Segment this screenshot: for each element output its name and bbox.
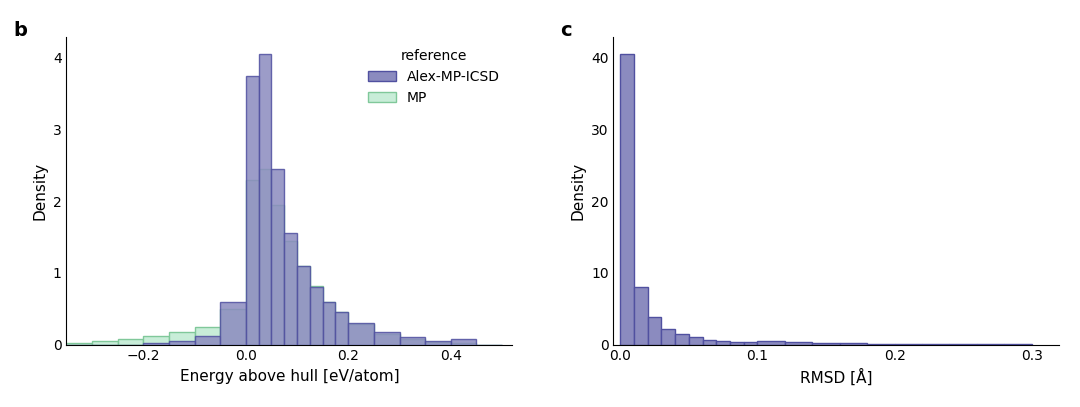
Bar <box>144 336 168 345</box>
Bar <box>246 180 258 345</box>
Bar <box>634 287 648 345</box>
Bar <box>310 286 323 345</box>
Bar <box>703 339 716 345</box>
Bar <box>450 343 476 345</box>
Bar <box>67 343 92 345</box>
Bar <box>867 344 894 345</box>
Bar <box>92 341 118 345</box>
Bar <box>336 312 348 345</box>
Bar <box>922 344 949 345</box>
Bar <box>194 336 220 345</box>
X-axis label: Energy above hull [eV/atom]: Energy above hull [eV/atom] <box>179 369 400 384</box>
Text: b: b <box>13 21 27 40</box>
Bar <box>284 241 297 345</box>
Bar <box>812 343 840 345</box>
Bar <box>336 312 348 345</box>
Bar <box>297 266 310 345</box>
Bar <box>400 337 426 345</box>
Bar <box>144 343 168 345</box>
Legend: Alex-MP-ICSD, MP: Alex-MP-ICSD, MP <box>362 44 505 110</box>
Bar <box>894 344 922 345</box>
Y-axis label: Density: Density <box>32 162 48 220</box>
Bar <box>675 334 689 345</box>
Y-axis label: Density: Density <box>570 162 585 220</box>
Bar <box>426 341 450 345</box>
Bar <box>297 266 310 345</box>
Bar <box>258 169 271 345</box>
Bar <box>744 342 757 345</box>
Bar <box>284 234 297 345</box>
Bar <box>323 302 336 345</box>
Bar <box>716 341 730 345</box>
Bar <box>220 302 246 345</box>
Bar <box>757 341 785 345</box>
Bar <box>194 327 220 345</box>
Bar <box>426 341 450 345</box>
Bar <box>258 55 271 345</box>
Bar <box>271 205 284 345</box>
Bar <box>374 332 400 345</box>
Text: c: c <box>559 21 571 40</box>
Bar <box>220 309 246 345</box>
Bar <box>323 302 336 345</box>
Bar <box>648 317 661 345</box>
Bar <box>400 339 426 345</box>
Bar <box>620 55 634 345</box>
Bar <box>661 329 675 345</box>
Bar <box>348 323 374 345</box>
X-axis label: RMSD [Å]: RMSD [Å] <box>800 369 873 386</box>
Bar <box>271 169 284 345</box>
Bar <box>785 342 812 345</box>
Bar <box>348 324 374 345</box>
Bar <box>246 76 258 345</box>
Bar <box>374 334 400 345</box>
Bar <box>840 344 867 345</box>
Bar <box>689 337 703 345</box>
Bar <box>168 341 194 345</box>
Bar <box>168 332 194 345</box>
Bar <box>730 341 744 345</box>
Bar <box>118 339 144 345</box>
Bar <box>450 339 476 345</box>
Bar <box>310 287 323 345</box>
